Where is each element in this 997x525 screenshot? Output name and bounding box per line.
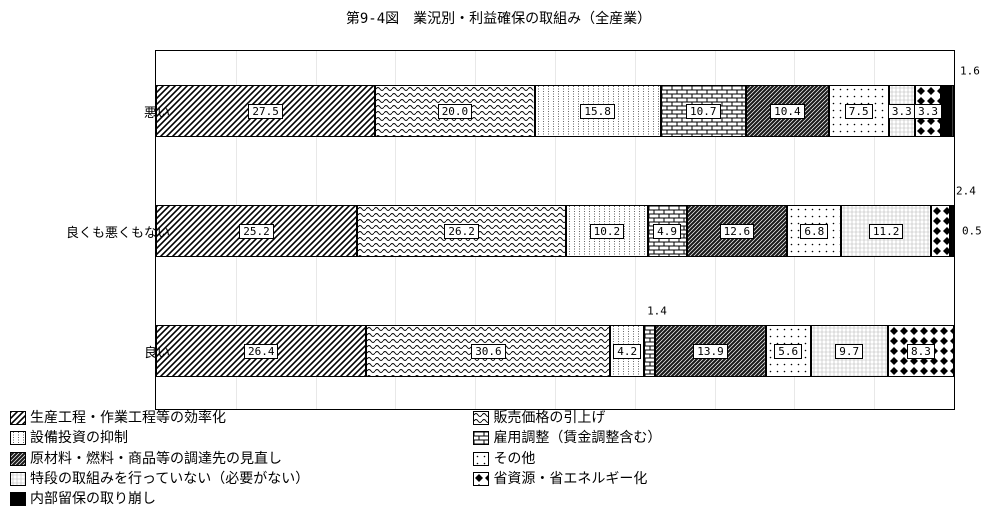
segment-value-label: 27.5 bbox=[248, 104, 283, 119]
segment-value-label: 3.3 bbox=[888, 104, 916, 119]
bar-neutral: 25.2 26.2 10.2 4.9 12.6 6.8 11.2 2.40.5 bbox=[156, 205, 954, 257]
segment-value-label: 8.3 bbox=[907, 344, 935, 359]
plot-region: 27.520.015.810.710.47.53.33.31.625.226.2… bbox=[155, 50, 955, 410]
segment-value-label: 0.5 bbox=[959, 225, 985, 238]
segment-good-s1: 26.4 bbox=[156, 325, 366, 377]
segment-value-label: 30.6 bbox=[471, 344, 506, 359]
segment-good-s3: 4.2 bbox=[610, 325, 643, 377]
segment-neutral-s9: 0.5 bbox=[950, 205, 954, 257]
segment-bad-s7: 3.3 bbox=[889, 85, 915, 137]
segment-value-label: 26.4 bbox=[244, 344, 279, 359]
segment-good-s6: 5.6 bbox=[766, 325, 811, 377]
segment-value-label: 6.8 bbox=[800, 224, 828, 239]
legend-item-s1: 生産工程・作業工程等の効率化 bbox=[10, 408, 465, 428]
legend-swatch-s4 bbox=[473, 431, 489, 445]
segment-value-label: 10.7 bbox=[686, 104, 721, 119]
chart-area: 27.520.015.810.710.47.53.33.31.625.226.2… bbox=[0, 32, 980, 412]
legend-item-s2: 販売価格の引上げ bbox=[473, 408, 928, 428]
legend-label-s2: 販売価格の引上げ bbox=[493, 408, 605, 428]
legend: 生産工程・作業工程等の効率化設備投資の抑制原材料・燃料・商品等の調達先の見直し特… bbox=[10, 408, 980, 509]
segment-neutral-s3: 10.2 bbox=[566, 205, 647, 257]
legend-item-s4: 雇用調整（賃金調整含む） bbox=[473, 428, 928, 448]
segment-good-s4: 1.4 bbox=[644, 325, 655, 377]
segment-bad-s8: 3.3 bbox=[915, 85, 941, 137]
segment-neutral-s8: 2.4 bbox=[931, 205, 950, 257]
segment-value-label: 3.3 bbox=[914, 104, 942, 119]
segment-value-label: 11.2 bbox=[869, 224, 904, 239]
segment-bad-s3: 15.8 bbox=[535, 85, 661, 137]
segment-value-label: 26.2 bbox=[444, 224, 479, 239]
segment-neutral-s7: 11.2 bbox=[841, 205, 930, 257]
segment-good-s7: 9.7 bbox=[811, 325, 888, 377]
segment-value-label: 5.6 bbox=[774, 344, 802, 359]
legend-swatch-s1 bbox=[10, 411, 26, 425]
segment-value-label: 20.0 bbox=[438, 104, 473, 119]
segment-value-label: 2.4 bbox=[953, 185, 979, 198]
segment-value-label: 12.6 bbox=[720, 224, 755, 239]
segment-bad-s5: 10.4 bbox=[746, 85, 829, 137]
legend-label-s3: 設備投資の抑制 bbox=[30, 428, 128, 448]
category-label-neutral: 良くも悪くもない bbox=[30, 222, 170, 241]
bar-bad: 27.520.015.810.710.47.53.33.31.6 bbox=[156, 85, 954, 137]
segment-good-s5: 13.9 bbox=[655, 325, 766, 377]
bar-row-good: 26.4 30.6 4.21.4 13.9 5.6 9.7 8.3 bbox=[156, 325, 954, 377]
legend-item-s8: 省資源・省エネルギー化 bbox=[473, 469, 928, 489]
segment-value-label: 9.7 bbox=[835, 344, 863, 359]
legend-item-s3: 設備投資の抑制 bbox=[10, 428, 465, 448]
segment-bad-s1: 27.5 bbox=[156, 85, 375, 137]
bar-row-neutral: 25.2 26.2 10.2 4.9 12.6 6.8 11.2 2.40.5 bbox=[156, 205, 954, 257]
segment-value-label: 25.2 bbox=[239, 224, 274, 239]
legend-swatch-s8 bbox=[473, 472, 489, 486]
legend-swatch-s3 bbox=[10, 431, 26, 445]
legend-label-s6: その他 bbox=[493, 449, 535, 469]
segment-neutral-s4: 4.9 bbox=[648, 205, 687, 257]
segment-value-label: 4.2 bbox=[613, 344, 641, 359]
segment-value-label: 10.4 bbox=[770, 104, 805, 119]
segment-neutral-s5: 12.6 bbox=[687, 205, 788, 257]
legend-label-s4: 雇用調整（賃金調整含む） bbox=[493, 428, 661, 448]
segment-value-label: 15.8 bbox=[580, 104, 615, 119]
category-label-bad: 悪い bbox=[30, 102, 170, 121]
segment-bad-s4: 10.7 bbox=[661, 85, 746, 137]
legend-swatch-s7 bbox=[10, 472, 26, 486]
segment-value-label: 7.5 bbox=[845, 104, 873, 119]
legend-swatch-s2 bbox=[473, 411, 489, 425]
legend-label-s7: 特段の取組みを行っていない（必要がない） bbox=[30, 469, 309, 489]
segment-value-label: 13.9 bbox=[693, 344, 728, 359]
segment-value-label: 10.2 bbox=[590, 224, 625, 239]
segment-neutral-s1: 25.2 bbox=[156, 205, 357, 257]
segment-value-label: 4.9 bbox=[653, 224, 681, 239]
legend-label-s1: 生産工程・作業工程等の効率化 bbox=[30, 408, 226, 428]
segment-bad-s9: 1.6 bbox=[941, 85, 954, 137]
segment-good-s2: 30.6 bbox=[366, 325, 610, 377]
segment-good-s8: 8.3 bbox=[888, 325, 954, 377]
bar-row-bad: 27.520.015.810.710.47.53.33.31.6 bbox=[156, 85, 954, 137]
legend-item-s9: 内部留保の取り崩し bbox=[10, 489, 465, 509]
segment-bad-s6: 7.5 bbox=[829, 85, 889, 137]
legend-swatch-s9 bbox=[10, 492, 26, 506]
chart-title: 第9-4図 業況別・利益確保の取組み（全産業） bbox=[0, 0, 997, 32]
segment-neutral-s6: 6.8 bbox=[787, 205, 841, 257]
legend-item-s6: その他 bbox=[473, 449, 928, 469]
segment-value-label: 1.6 bbox=[957, 65, 983, 78]
legend-label-s8: 省資源・省エネルギー化 bbox=[493, 469, 647, 489]
segment-value-label: 1.4 bbox=[644, 305, 670, 318]
legend-label-s5: 原材料・燃料・商品等の調達先の見直し bbox=[30, 449, 282, 469]
legend-label-s9: 内部留保の取り崩し bbox=[30, 489, 156, 509]
legend-swatch-s5 bbox=[10, 452, 26, 466]
legend-item-s5: 原材料・燃料・商品等の調達先の見直し bbox=[10, 449, 465, 469]
category-label-good: 良い bbox=[30, 342, 170, 361]
segment-bad-s2: 20.0 bbox=[375, 85, 534, 137]
legend-swatch-s6 bbox=[473, 452, 489, 466]
bar-good: 26.4 30.6 4.21.4 13.9 5.6 9.7 8.3 bbox=[156, 325, 954, 377]
segment-neutral-s2: 26.2 bbox=[357, 205, 566, 257]
legend-item-s7: 特段の取組みを行っていない（必要がない） bbox=[10, 469, 465, 489]
